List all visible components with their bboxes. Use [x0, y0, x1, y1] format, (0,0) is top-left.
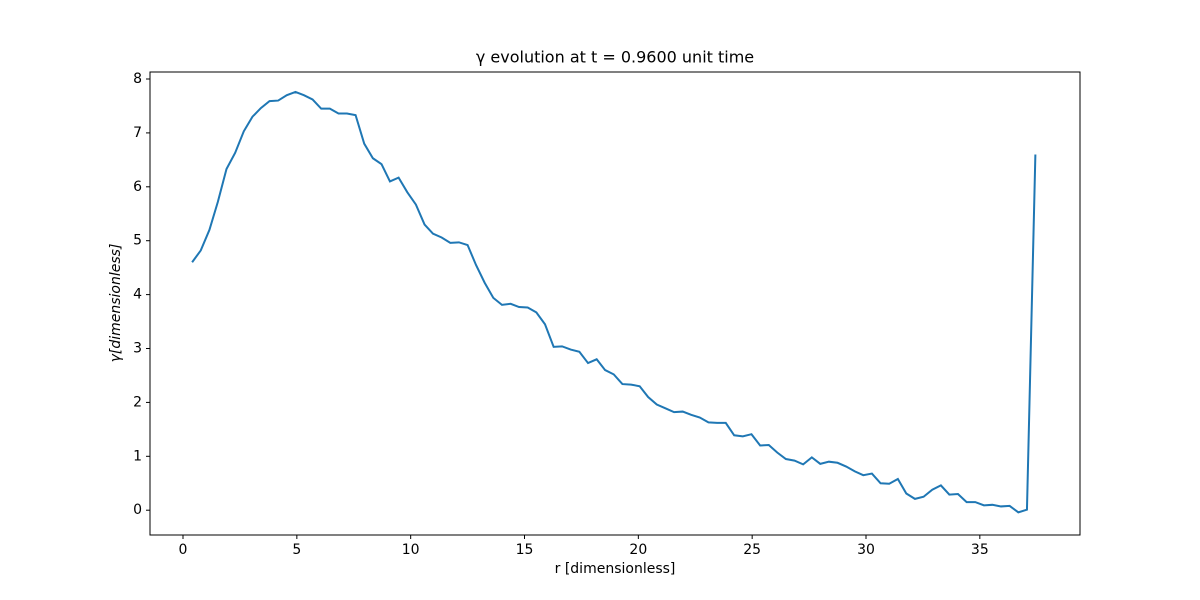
y-tick-label: 7 — [133, 125, 142, 141]
y-tick-label: 6 — [133, 179, 142, 195]
x-axis-label: r [dimensionless] — [555, 561, 676, 577]
y-tick-label: 2 — [133, 394, 142, 410]
x-tick-label: 0 — [179, 542, 188, 558]
y-tick-label: 5 — [133, 233, 142, 249]
y-tick-label: 1 — [133, 448, 142, 464]
y-tick-label: 8 — [133, 71, 142, 87]
x-tick-label: 35 — [971, 542, 989, 558]
x-tick-label: 30 — [857, 542, 875, 558]
x-tick-label: 5 — [292, 542, 301, 558]
x-tick-label: 15 — [516, 542, 534, 558]
x-tick-label: 25 — [743, 542, 761, 558]
plot-frame — [149, 71, 1081, 536]
y-tick-label: 3 — [133, 341, 142, 357]
y-tick-label: 4 — [133, 287, 142, 303]
data-line — [191, 90, 1037, 514]
y-axis-label: γ[dimensionless] — [108, 244, 124, 363]
y-tick-label: 0 — [133, 502, 142, 518]
x-tick-label: 10 — [402, 542, 420, 558]
x-tick-label: 20 — [629, 542, 647, 558]
chart-title: γ evolution at t = 0.9600 unit time — [476, 48, 754, 67]
